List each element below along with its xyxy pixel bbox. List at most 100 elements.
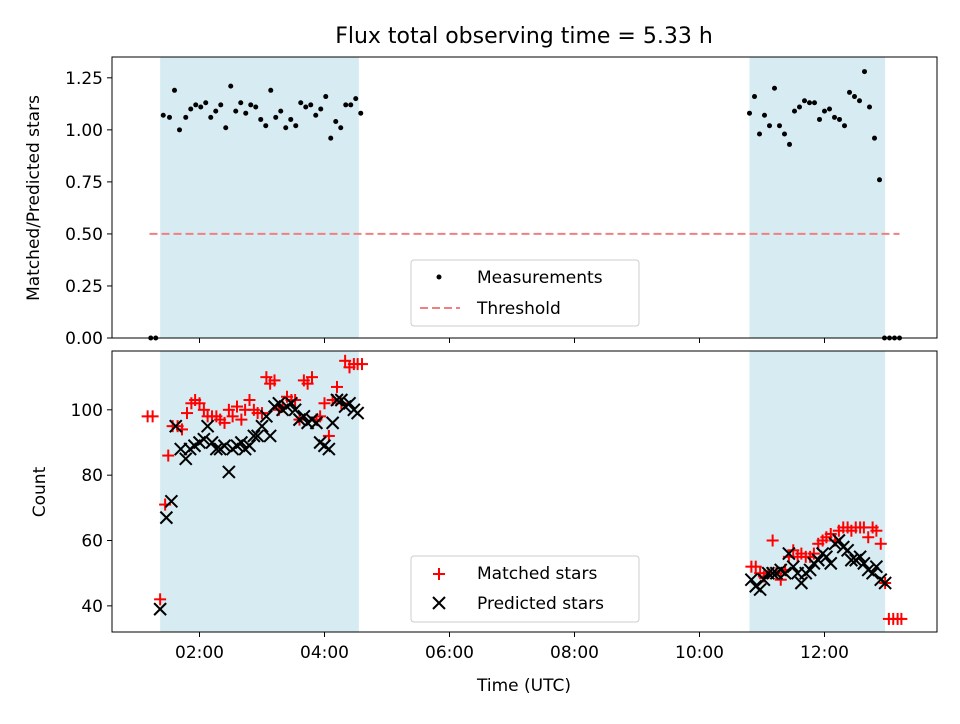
top-plot-frame	[111, 56, 938, 339]
predicted-star-point	[757, 573, 771, 587]
predicted-star-point	[153, 602, 167, 616]
predicted-star-point	[765, 566, 780, 580]
predicted-star-point	[288, 403, 302, 417]
measurement-point	[353, 96, 359, 102]
legend-threshold-label: Threshold	[476, 299, 561, 319]
matched-star-point	[807, 547, 820, 560]
matched-star-point	[222, 403, 235, 416]
measurement-point	[797, 104, 802, 110]
measurement-point	[852, 94, 857, 100]
x-tick-label: 08:00	[550, 643, 599, 663]
measurement-point	[832, 114, 837, 120]
measurement-point	[243, 110, 249, 116]
measurement-point	[278, 108, 284, 114]
measurement-point	[228, 83, 234, 89]
predicted-star-point	[284, 396, 299, 410]
x-tick-label: 06:00	[425, 643, 474, 663]
observing-window-span	[749, 57, 886, 338]
matched-star-point	[766, 534, 779, 547]
measurement-point	[877, 177, 882, 183]
bottom-plot-frame	[111, 350, 938, 633]
measurement-point	[288, 116, 294, 122]
x-axis-label: Time (UTC)	[476, 676, 571, 696]
measurement-point	[193, 102, 199, 108]
matched-star-point	[231, 400, 243, 413]
measurement-point	[203, 100, 209, 106]
top-y-tick-label: 0.75	[65, 173, 103, 193]
top-y-axis-label: Matched/Predicted stars	[24, 95, 44, 301]
predicted-star-point	[865, 566, 880, 580]
measurement-point	[862, 69, 867, 75]
measurement-point	[172, 87, 177, 93]
matched-star-point	[154, 593, 167, 606]
measurement-point	[303, 104, 309, 110]
legend-measurements-marker	[436, 274, 442, 280]
measurement-point	[233, 108, 239, 114]
bottom-panel: 40 60 80 100 02:00 04:00 06:00 08:00 10:00 12:00…	[30, 350, 938, 696]
predicted-star-point	[255, 419, 269, 433]
measurement-point	[792, 108, 797, 114]
x-tick-label: 02:00	[175, 643, 224, 663]
chart-title: Flux total observing time = 5.33 h	[335, 24, 713, 49]
predicted-star-point	[794, 576, 809, 590]
predicted-star-point	[247, 429, 261, 443]
measurement-point	[822, 108, 827, 114]
predicted-star-point	[753, 582, 767, 597]
predicted-star-point	[844, 553, 859, 567]
measurement-point	[752, 94, 757, 100]
measurement-point	[293, 123, 299, 129]
predicted-star-point	[242, 439, 257, 453]
predicted-star-point	[272, 396, 286, 410]
predicted-star-point	[259, 409, 274, 424]
measurement-point	[837, 116, 842, 122]
measurement-point	[348, 102, 354, 108]
measurement-point	[218, 102, 224, 108]
matched-star-point	[218, 416, 231, 429]
matched-star-point	[774, 573, 787, 586]
matched-star-point	[870, 524, 883, 537]
top-y-tick-label: 0.25	[65, 277, 103, 297]
measurement-point	[762, 112, 767, 118]
predicted-star-point	[334, 393, 349, 407]
measurement-point	[817, 116, 822, 122]
matched-star-point	[193, 397, 206, 410]
measurement-point	[842, 123, 847, 129]
predicted-star-point	[197, 432, 211, 446]
matched-star-point	[331, 380, 343, 393]
matched-star-point	[874, 537, 887, 550]
predicted-star-point	[853, 550, 867, 564]
matched-star-point	[226, 410, 239, 423]
measurement-point	[318, 106, 324, 112]
measurement-point	[772, 85, 777, 91]
observing-window-span	[749, 351, 886, 632]
measurement-point	[248, 102, 254, 108]
predicted-star-point	[297, 409, 311, 424]
legend-matched-label: Matched stars	[477, 564, 597, 584]
bottom-y-tick-label: 80	[81, 466, 103, 486]
x-tick-label: 04:00	[300, 643, 349, 663]
measurement-point	[333, 119, 339, 125]
legend-measurements-label: Measurements	[477, 268, 603, 288]
measurement-point	[827, 106, 832, 112]
measurement-point	[308, 102, 314, 108]
predicted-star-point	[330, 393, 344, 407]
predicted-star-point	[164, 494, 179, 509]
measurement-point	[198, 104, 204, 110]
measurement-point	[258, 116, 264, 122]
matched-star-point	[146, 410, 159, 423]
predicted-star-point	[250, 429, 265, 443]
measurement-point	[188, 106, 194, 112]
measurement-point	[323, 94, 329, 100]
matched-star-point	[356, 358, 368, 371]
matched-star-point	[197, 403, 210, 416]
measurement-point	[343, 102, 349, 108]
measurement-point	[273, 114, 279, 120]
predicted-star-point	[234, 435, 249, 450]
bottom-y-tick-label: 100	[71, 401, 103, 421]
matched-star-point	[862, 531, 875, 544]
legend-predicted-label: Predicted stars	[477, 594, 604, 614]
measurement-point	[812, 100, 817, 106]
x-tick-label: 10:00	[675, 643, 724, 663]
matched-star-point	[260, 371, 273, 384]
